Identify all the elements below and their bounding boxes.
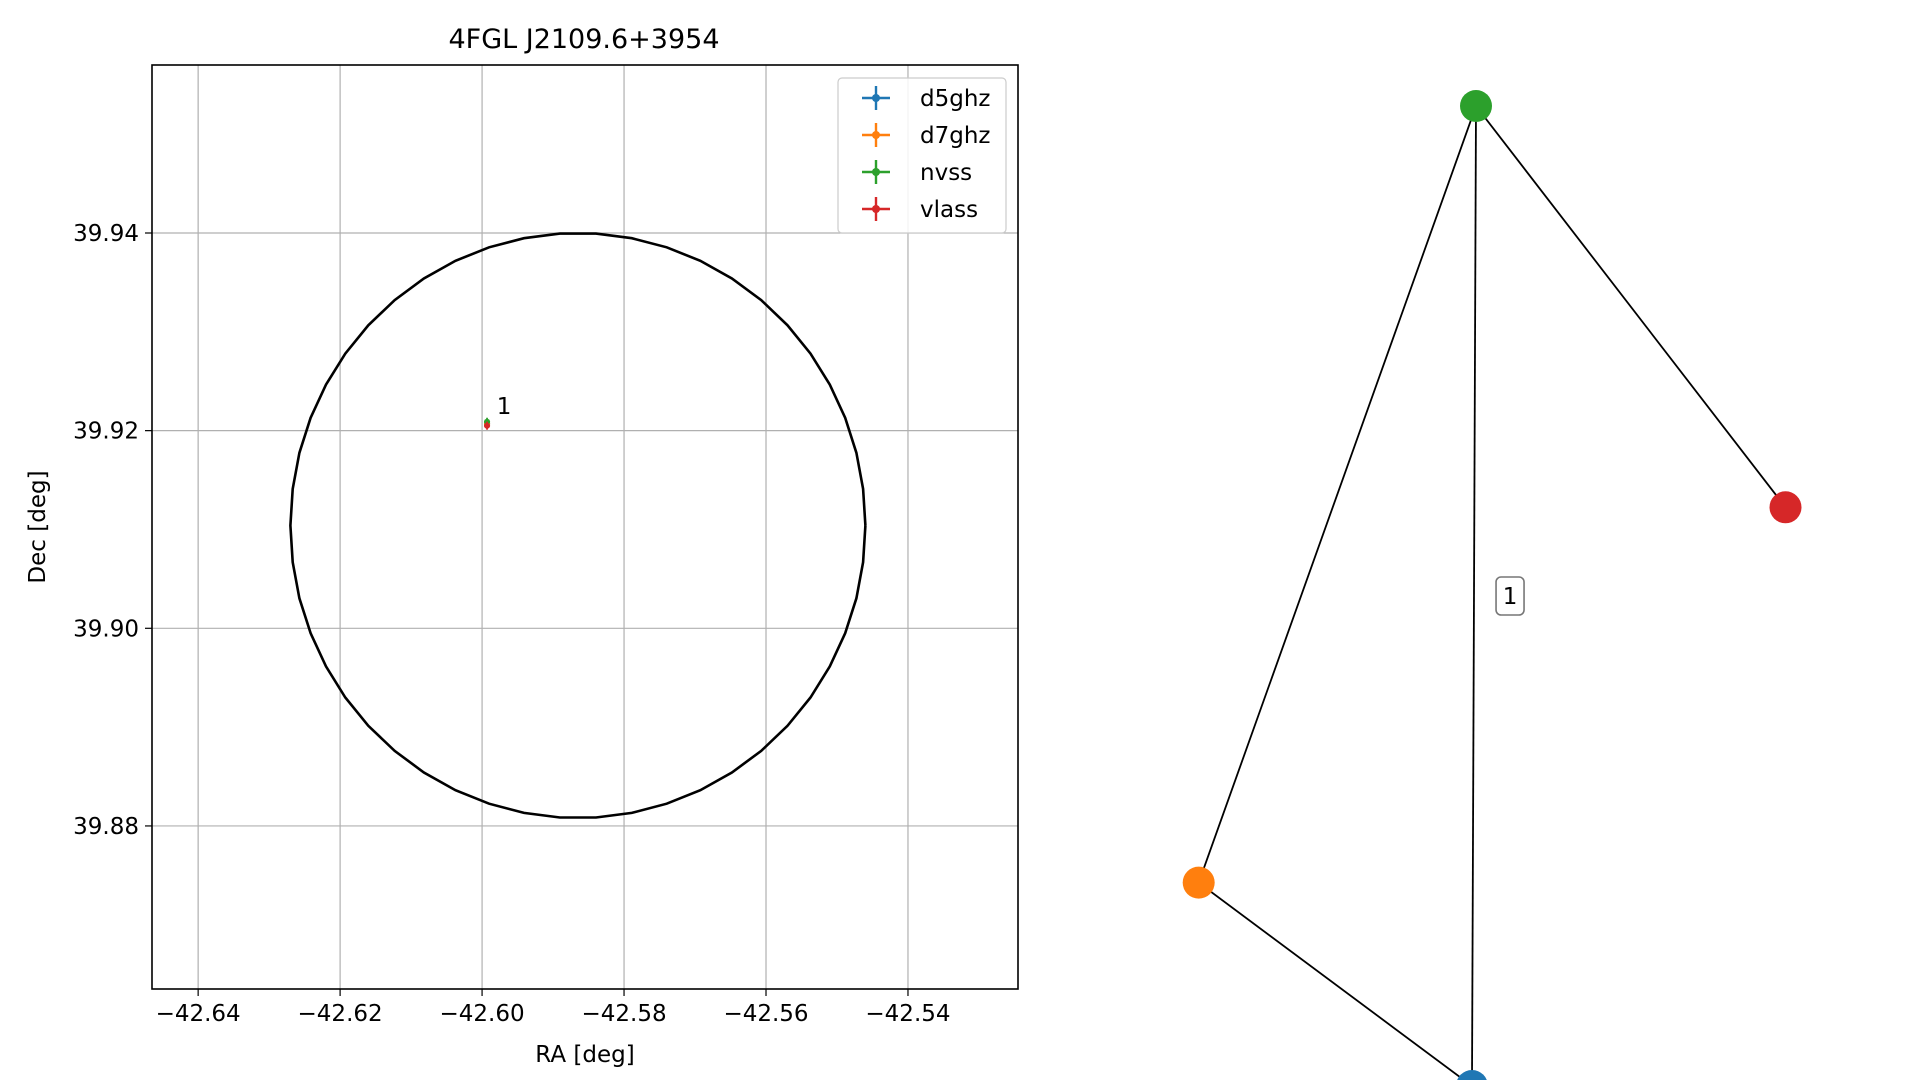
point-annotation-label: 1 xyxy=(497,394,512,420)
legend-item-d7ghz: d7ghz xyxy=(862,123,990,149)
data-points xyxy=(484,417,491,430)
y-axis-label: Dec [deg] xyxy=(25,470,51,583)
legend: d5ghz d7ghz nvss vlass xyxy=(837,77,1007,234)
legend-item-d5ghz: d5ghz xyxy=(862,86,990,112)
legend-item-vlass: vlass xyxy=(862,197,978,223)
network-graph: 1 xyxy=(1182,90,1802,1080)
graph-node-d7ghz xyxy=(1182,866,1215,899)
localization-circle-path xyxy=(289,232,867,819)
x-tick-label: −42.60 xyxy=(440,1001,525,1027)
data-point-vlass xyxy=(484,421,491,430)
graph-edge-labels: 1 xyxy=(1495,576,1525,616)
x-tick-label: −42.56 xyxy=(723,1001,808,1027)
point-annotations: 1 xyxy=(497,394,512,420)
graph-edges xyxy=(1197,105,1787,1080)
graph-node-nvss xyxy=(1460,90,1492,122)
x-axis-ticks: −42.64 −42.62 −42.60 −42.58 −42.56 −42.54 xyxy=(156,989,951,1027)
y-tick-label: 39.90 xyxy=(73,616,139,642)
y-axis-ticks: 39.88 39.90 39.92 39.94 xyxy=(73,221,152,840)
y-tick-label: 39.92 xyxy=(73,419,139,445)
x-axis-label: RA [deg] xyxy=(535,1042,634,1068)
graph-edge-d7ghz-d5ghz xyxy=(1198,881,1466,1080)
graph-node-d5ghz xyxy=(1457,1070,1487,1080)
x-tick-label: −42.62 xyxy=(298,1001,383,1027)
graph-nodes xyxy=(1182,90,1802,1080)
legend-label: nvss xyxy=(920,160,972,186)
graph-edge-nvss-d7ghz xyxy=(1197,105,1477,883)
graph-edge-nvss-d5ghz xyxy=(1471,105,1477,1080)
graph-edge-label: 1 xyxy=(1495,576,1525,616)
legend-label: d7ghz xyxy=(920,123,990,149)
x-tick-label: −42.64 xyxy=(156,1001,241,1027)
legend-items: d5ghz d7ghz nvss vlass xyxy=(862,86,990,223)
localization-circle xyxy=(289,232,867,819)
legend-item-nvss: nvss xyxy=(862,160,972,186)
y-tick-label: 39.94 xyxy=(73,221,139,247)
svg-text:1: 1 xyxy=(1503,584,1518,610)
y-tick-label: 39.88 xyxy=(73,814,139,840)
graph-edge-nvss-vlass xyxy=(1475,105,1787,508)
graph-node-vlass xyxy=(1769,491,1802,524)
legend-label: vlass xyxy=(920,197,978,223)
x-tick-label: −42.54 xyxy=(865,1001,950,1027)
legend-label: d5ghz xyxy=(920,86,990,112)
sky-position-chart: 4FGL J2109.6+3954 1 −42.64 −42.62 −42.60 −4… xyxy=(25,24,1019,1068)
x-tick-label: −42.58 xyxy=(581,1001,666,1027)
legend-box xyxy=(837,77,1007,234)
plot-frame xyxy=(151,64,1019,990)
chart-title: 4FGL J2109.6+3954 xyxy=(448,24,719,55)
